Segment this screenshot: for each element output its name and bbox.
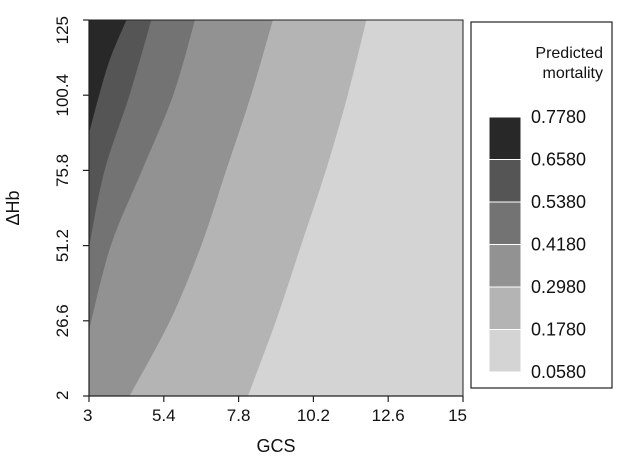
x-tick-label: 12.6	[372, 406, 405, 425]
legend-swatch	[488, 116, 522, 160]
x-tick-label: 7.8	[227, 406, 251, 425]
legend-level-label: 0.7780	[531, 107, 586, 127]
legend-level-label: 0.0580	[531, 362, 586, 382]
y-axis: 2 26.6 51.2 75.8 100.4 125	[53, 16, 90, 400]
y-tick-label: 26.6	[53, 304, 72, 337]
legend-level-label: 0.1780	[531, 320, 586, 340]
legend-swatch	[488, 329, 522, 373]
legend-level-label: 0.5380	[531, 192, 586, 212]
legend: Predicted mortality 0.7780 0.6580 0.5380 0.41…	[470, 21, 613, 389]
legend-level-label: 0.2980	[531, 277, 586, 297]
legend-swatch	[488, 286, 522, 330]
x-tick-label: 10.2	[297, 406, 330, 425]
y-tick-label: 125	[53, 16, 72, 44]
legend-swatch	[488, 201, 522, 245]
y-tick-label: 75.8	[53, 154, 72, 187]
legend-level-label: 0.6580	[531, 150, 586, 170]
contour-band-6	[89, 20, 127, 134]
x-tick-label: 5.4	[152, 406, 176, 425]
legend-title-line: mortality	[543, 65, 603, 82]
y-tick-label: 2	[53, 391, 72, 400]
plot-area	[88, 19, 464, 397]
legend-swatch	[488, 244, 522, 288]
y-axis-title: ΔHb	[3, 190, 23, 225]
legend-level-label: 0.4180	[531, 235, 586, 255]
legend-swatch	[488, 159, 522, 203]
x-tick-label: 3	[83, 406, 92, 425]
x-tick-label: 15	[448, 406, 467, 425]
legend-title-line: Predicted	[535, 45, 603, 62]
x-axis-title: GCS	[256, 436, 295, 456]
y-tick-label: 100.4	[53, 74, 72, 117]
y-tick-label: 51.2	[53, 229, 72, 262]
contour-band-5	[89, 20, 152, 248]
x-axis: 3 5.4 7.8 10.2 12.6 15	[83, 395, 467, 425]
